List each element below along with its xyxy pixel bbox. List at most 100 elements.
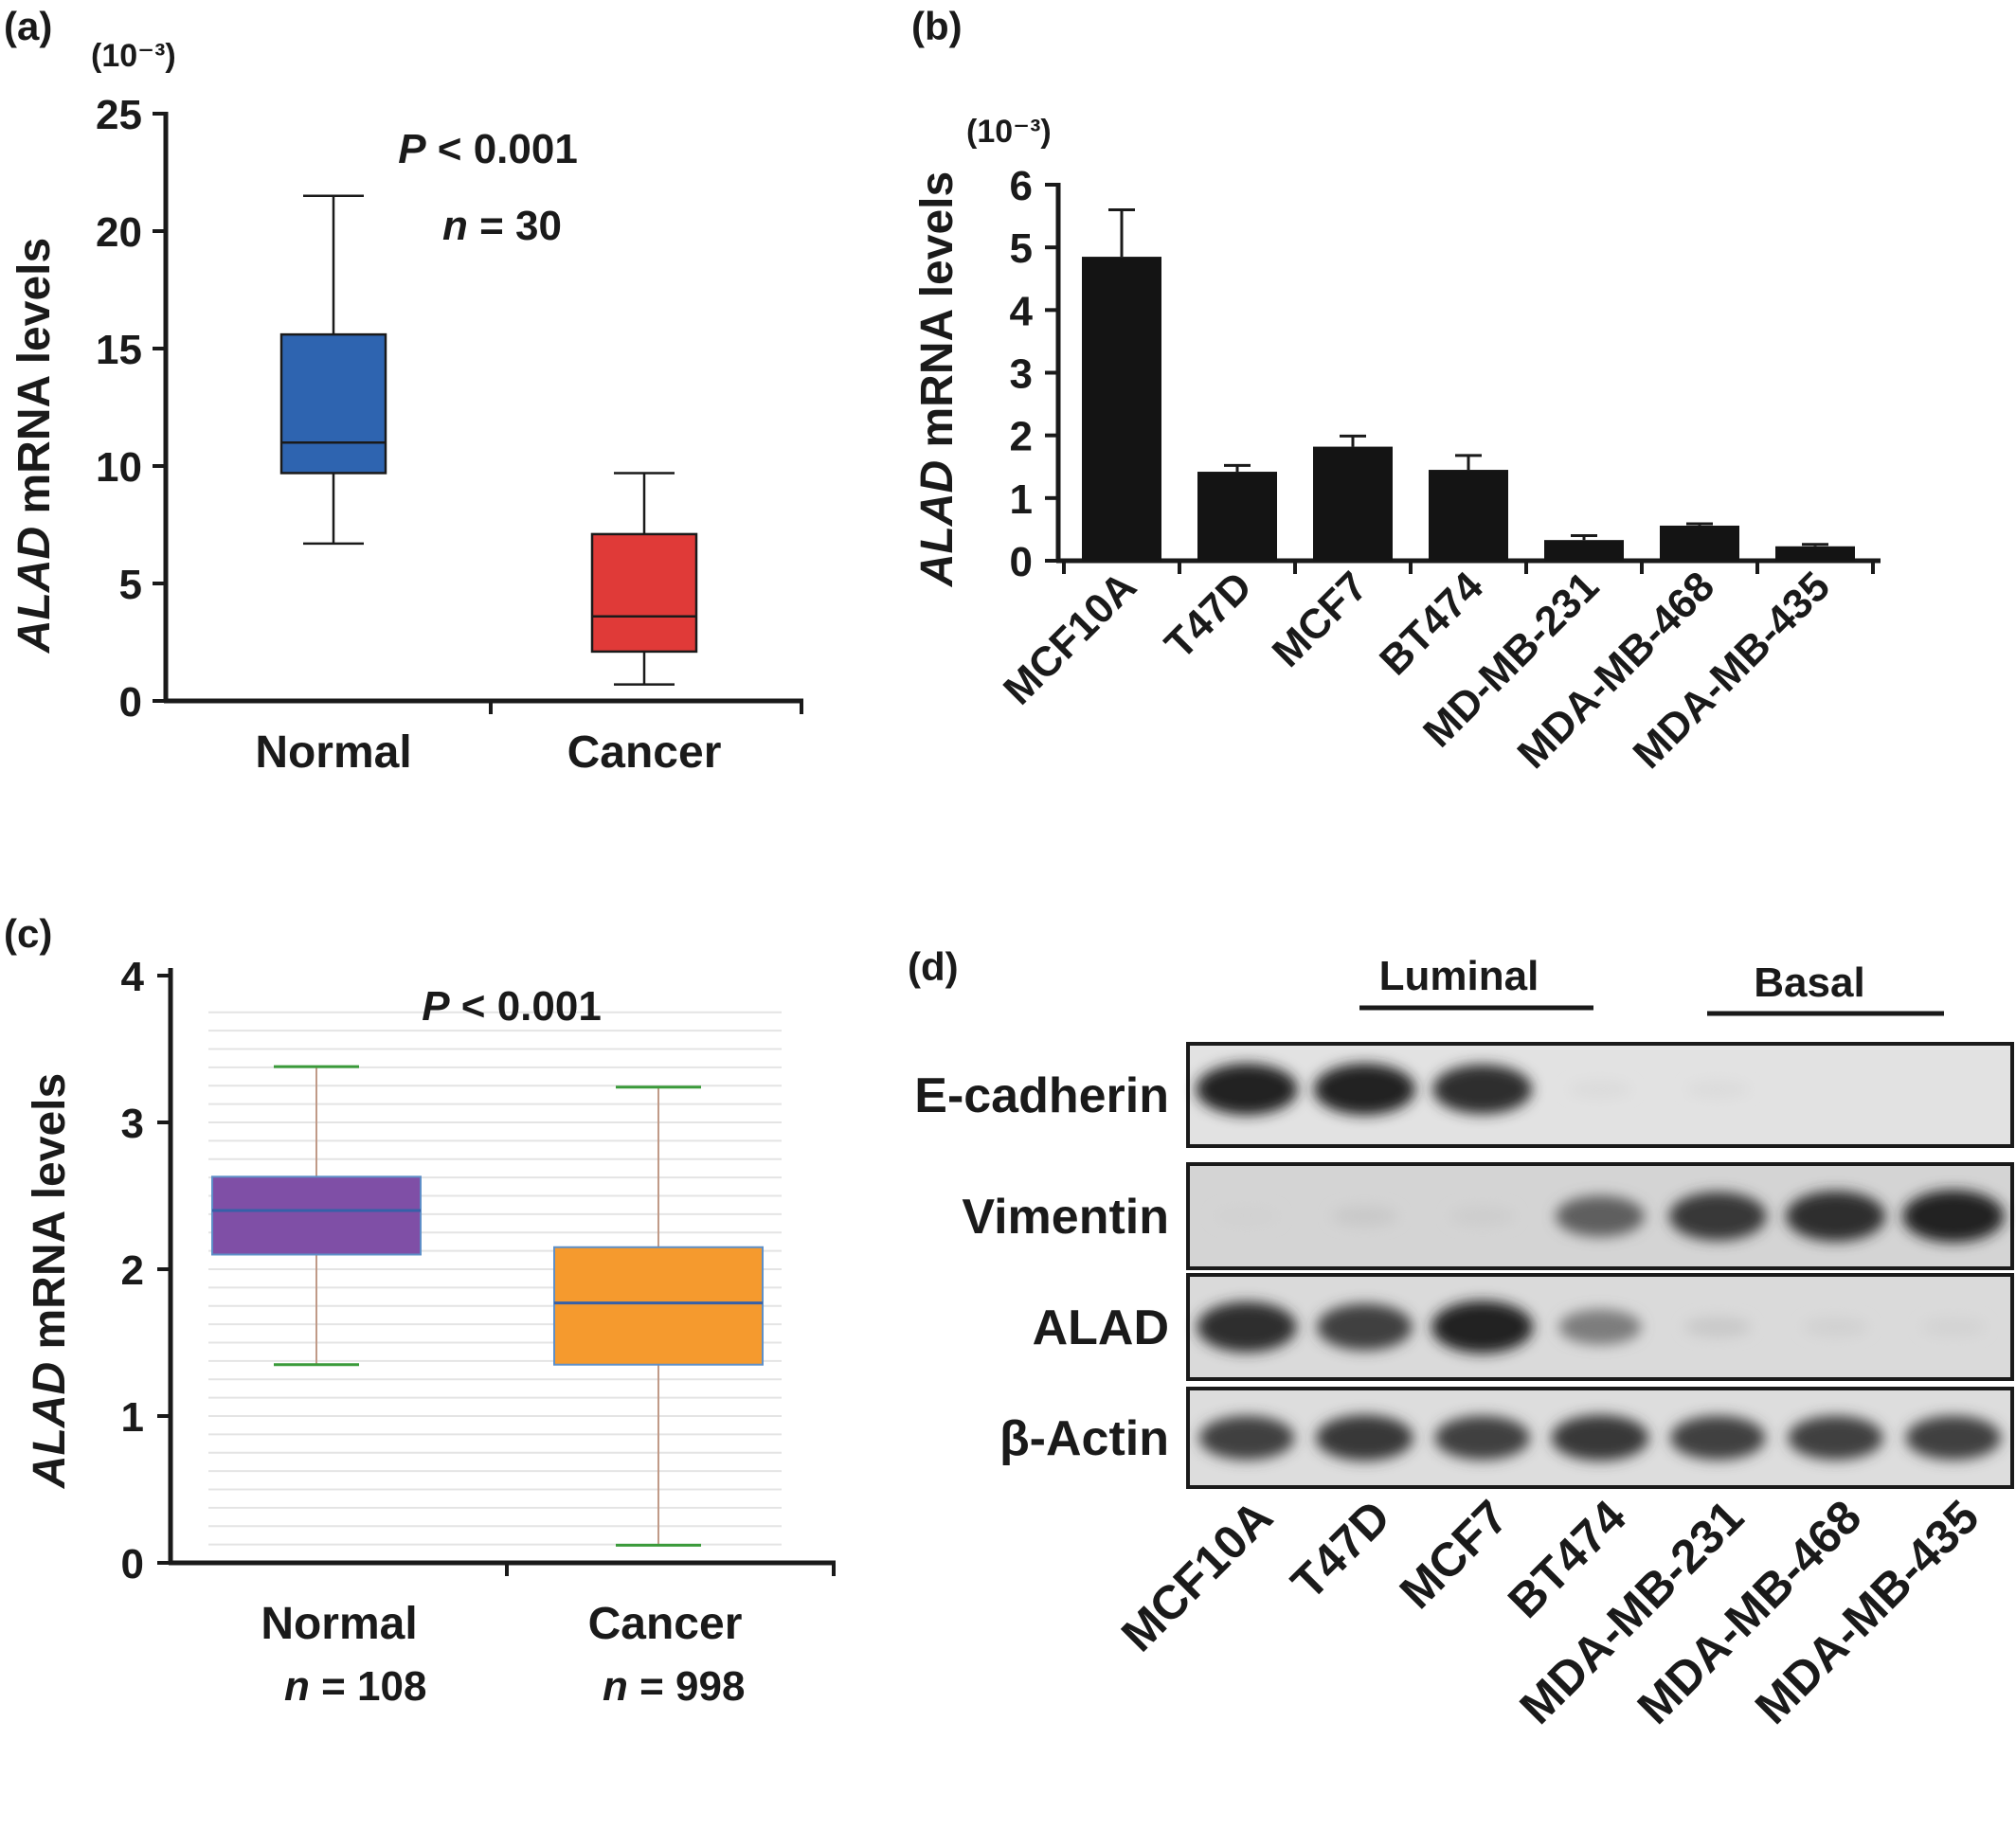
blot-band	[1558, 1309, 1642, 1345]
blot-band	[1668, 1192, 1767, 1241]
panel-b-label: (b)	[911, 4, 963, 48]
panel-a-p-value: P < 0.001	[398, 126, 578, 172]
panel-b-y-tick-label: 6	[1010, 163, 1033, 209]
panel-b-x-tick-label: T47D	[1156, 563, 1261, 668]
blot-band	[1449, 1206, 1516, 1227]
panel-d-label: (d)	[908, 944, 959, 989]
panel-b-bar-mda-mb-435	[1775, 546, 1855, 561]
panel-b-y-axis-label: ALAD mRNA levels	[912, 171, 963, 587]
blot-band	[1569, 1080, 1631, 1099]
panel-d: (d) Luminal Basal E-cadherin Vimentin ALAD…	[908, 944, 2014, 1734]
panel-c-y-label-italic: ALAD	[25, 1362, 75, 1489]
blot-band	[1556, 1195, 1645, 1237]
blot-lane-label: T47D	[1281, 1490, 1400, 1609]
panel-a-x-label-normal: Normal	[255, 727, 411, 778]
panel-c-p-rest: < 0.001	[450, 983, 602, 1030]
panel-b-y-tick-label: 0	[1010, 539, 1033, 585]
blot-lane-label: MCF10A	[1111, 1490, 1283, 1661]
blot-lane-label: MCF7	[1390, 1490, 1519, 1619]
panel-a-n-value: n = 30	[442, 203, 562, 249]
panel-c-y-label-rest: mRNA levels	[25, 1073, 75, 1362]
panel-a-box-normal	[279, 332, 387, 475]
panel-a-y-axis-label: ALAD mRNA levels	[9, 238, 60, 654]
panel-a-y-tick-label: 20	[96, 209, 142, 256]
panel-a-y-label-rest: mRNA levels	[9, 238, 60, 527]
blot-band	[1434, 1415, 1530, 1461]
panel-a-y-tick-label: 15	[96, 327, 142, 373]
panel-c-box-cancer	[553, 1246, 764, 1366]
panel-a-p-italic: P	[398, 126, 426, 172]
panel-a: (a) (10⁻³) ALAD mRNA levels 0 5 10 15 20 25 N…	[4, 4, 803, 778]
panel-c-n-cancer: n = 998	[603, 1663, 745, 1710]
panel-c-n-normal-rest: = 108	[310, 1663, 427, 1710]
panel-a-y-label-italic: ALAD	[9, 527, 60, 654]
panel-b-x-tick-label: MDA-MB-468	[1509, 563, 1724, 778]
blot-band	[1196, 1063, 1298, 1116]
panel-a-y-tick-label: 5	[119, 562, 142, 608]
group-label-luminal: Luminal	[1379, 953, 1539, 999]
blot-band	[1317, 1303, 1413, 1351]
blot-row-label: ALAD	[1033, 1300, 1169, 1355]
blot-band	[1788, 1415, 1883, 1461]
panel-b-x-tick-label: MDA-MB-435	[1625, 563, 1840, 778]
panel-a-p-rest: < 0.001	[426, 126, 578, 172]
blot-band	[1686, 1080, 1750, 1099]
panel-a-box-cancer	[590, 532, 698, 654]
panel-a-n-italic: n	[442, 203, 468, 249]
panel-b-y-scale: (10⁻³)	[966, 114, 1052, 150]
blot-band	[1905, 1415, 2002, 1461]
panel-c-n-normal: n = 108	[284, 1663, 426, 1710]
panel-b-bar-bt474	[1429, 470, 1508, 561]
panel-c-p-italic: P	[422, 983, 450, 1030]
panel-b-y-tick-label: 2	[1010, 414, 1033, 460]
panel-b-bar-mda-mb-468	[1660, 525, 1739, 561]
panel-b-y-label-rest: mRNA levels	[912, 171, 963, 460]
panel-b-y-tick-label: 4	[1010, 288, 1034, 334]
blot-row-label: β-Actin	[999, 1411, 1169, 1466]
panel-b-y-tick-label: 5	[1010, 225, 1033, 272]
panel-a-y-tick-label: 0	[119, 679, 142, 726]
panel-c-label: (c)	[4, 911, 52, 956]
panel-c-y-tick-label: 1	[121, 1394, 144, 1441]
panel-a-n-rest: = 30	[468, 203, 562, 249]
blot-row-label: E-cadherin	[914, 1068, 1169, 1123]
blot-band	[1684, 1316, 1752, 1338]
blot-band	[1803, 1317, 1868, 1337]
panel-b-y-label-italic: ALAD	[912, 460, 963, 587]
blot-band	[1786, 1191, 1886, 1242]
panel-a-y-scale: (10⁻³)	[91, 38, 176, 74]
panel-c: (c) ALAD mRNA levels 0 1 2 3 4 P < 0.001 Nor…	[4, 911, 836, 1710]
panel-c-y-tick-label: 3	[121, 1101, 144, 1147]
panel-c-box-normal	[211, 1175, 422, 1256]
blot-band	[1331, 1205, 1398, 1228]
blot-band	[1215, 1206, 1280, 1227]
panel-c-y-tick-label: 0	[121, 1541, 144, 1587]
panel-c-x-label-normal: Normal	[261, 1599, 417, 1649]
panel-b-x-tick-label: MCF10A	[995, 563, 1145, 713]
blot-band	[1551, 1414, 1649, 1461]
blot-band	[1670, 1415, 1766, 1461]
blot-band	[1431, 1300, 1534, 1354]
panel-c-p-value: P < 0.001	[422, 983, 602, 1030]
panel-a-y-tick-label: 10	[96, 444, 142, 491]
panel-c-x-label-cancer: Cancer	[588, 1599, 743, 1649]
panel-b: (b) (10⁻³) ALAD mRNA levels 0 1 2 3 4 5 6 MCF1…	[911, 4, 1881, 778]
panel-b-bar-t47d	[1197, 472, 1277, 561]
blot-band	[1902, 1190, 2005, 1243]
panel-a-label: (a)	[4, 4, 52, 48]
panel-c-y-tick-label: 2	[121, 1247, 144, 1294]
panel-a-x-label-cancer: Cancer	[567, 727, 722, 778]
blot-band	[1316, 1414, 1413, 1461]
panel-b-y-tick-label: 3	[1010, 351, 1033, 398]
panel-a-y-tick-label: 25	[96, 92, 142, 138]
blot-band	[1432, 1064, 1533, 1115]
panel-b-x-tick-label: MCF7	[1264, 563, 1377, 675]
panel-c-y-axis-label: ALAD mRNA levels	[25, 1073, 75, 1489]
panel-b-bar-mcf10a	[1082, 257, 1161, 561]
panel-c-n-normal-italic: n	[284, 1663, 310, 1710]
panel-c-y-tick-label: 4	[121, 954, 145, 1000]
blot-band	[1313, 1063, 1415, 1116]
group-label-basal: Basal	[1754, 959, 1864, 1006]
blot-band	[1198, 1415, 1295, 1461]
